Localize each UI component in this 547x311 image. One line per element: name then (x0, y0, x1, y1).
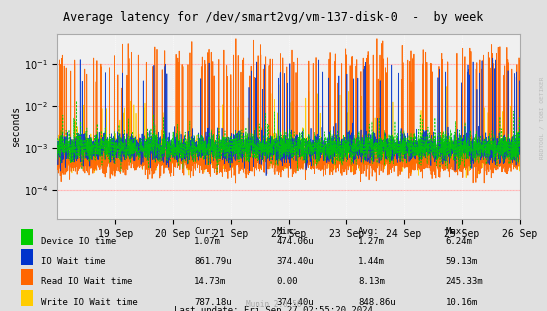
Bar (21, 290, 33, 306)
Text: Read IO Wait time: Read IO Wait time (41, 277, 132, 286)
Text: Last update: Fri Sep 27 02:55:20 2024: Last update: Fri Sep 27 02:55:20 2024 (174, 306, 373, 311)
Text: Device IO time: Device IO time (41, 237, 117, 246)
Text: 474.06u: 474.06u (276, 237, 314, 246)
Text: IO Wait time: IO Wait time (41, 257, 106, 266)
Text: Average latency for /dev/smart2vg/vm-137-disk-0  -  by week: Average latency for /dev/smart2vg/vm-137… (63, 11, 484, 24)
Bar (21, 269, 33, 285)
Text: Write IO Wait time: Write IO Wait time (41, 298, 138, 307)
Text: RRDTOOL / TOBI OETIKER: RRDTOOL / TOBI OETIKER (539, 77, 544, 160)
Bar (21, 249, 33, 265)
Text: 1.27m: 1.27m (358, 237, 385, 246)
Text: 8.13m: 8.13m (358, 277, 385, 286)
Text: Cur:: Cur: (194, 227, 216, 236)
Text: 861.79u: 861.79u (194, 257, 232, 266)
Text: 374.40u: 374.40u (276, 257, 314, 266)
Text: 14.73m: 14.73m (194, 277, 226, 286)
Text: 374.40u: 374.40u (276, 298, 314, 307)
Text: Avg:: Avg: (358, 227, 380, 236)
Text: 1.07m: 1.07m (194, 237, 221, 246)
Text: 10.16m: 10.16m (446, 298, 478, 307)
Y-axis label: seconds: seconds (11, 106, 21, 147)
Bar (21, 229, 33, 244)
Text: 848.86u: 848.86u (358, 298, 396, 307)
Text: Min:: Min: (276, 227, 298, 236)
Text: Munin 2.0.56: Munin 2.0.56 (246, 300, 301, 309)
Text: 245.33m: 245.33m (446, 277, 484, 286)
Text: 1.44m: 1.44m (358, 257, 385, 266)
Text: 787.18u: 787.18u (194, 298, 232, 307)
Text: 59.13m: 59.13m (446, 257, 478, 266)
Text: 0.00: 0.00 (276, 277, 298, 286)
Text: Max:: Max: (446, 227, 467, 236)
Text: 6.24m: 6.24m (446, 237, 473, 246)
